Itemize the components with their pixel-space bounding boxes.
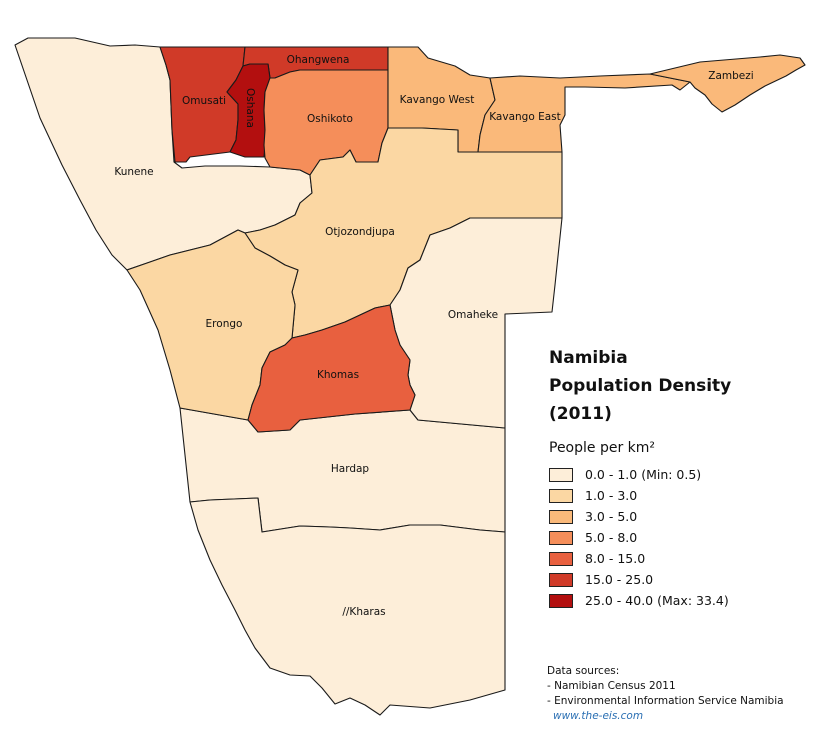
legend-item: 15.0 - 25.0 <box>549 569 819 590</box>
legend-item: 1.0 - 3.0 <box>549 485 819 506</box>
label-ohangwena: Ohangwena <box>287 54 350 66</box>
legend: People per km² 0.0 - 1.0 (Min: 0.5) 1.0 … <box>549 440 819 611</box>
label-oshana: Oshana <box>244 88 256 128</box>
label-oshikoto: Oshikoto <box>307 113 353 125</box>
map-title-line: Population Density <box>549 376 732 396</box>
legend-label: 25.0 - 40.0 (Max: 33.4) <box>585 593 729 608</box>
legend-swatch <box>549 593 573 608</box>
label-otjozondjupa: Otjozondjupa <box>325 226 395 238</box>
data-sources: Data sources: - Namibian Census 2011 - E… <box>547 664 827 724</box>
legend-item: 5.0 - 8.0 <box>549 527 819 548</box>
label-kharas: //Kharas <box>342 606 385 618</box>
label-erongo: Erongo <box>206 318 243 330</box>
region-khomas[interactable] <box>247 304 416 433</box>
legend-swatch <box>549 530 573 545</box>
region-erongo[interactable] <box>126 229 299 421</box>
source-line: - Environmental Information Service Nami… <box>547 695 784 707</box>
legend-label: 15.0 - 25.0 <box>585 572 654 587</box>
label-hardap: Hardap <box>331 463 370 475</box>
legend-item: 8.0 - 15.0 <box>549 548 819 569</box>
legend-title: People per km² <box>549 440 656 456</box>
region-kavango-east[interactable] <box>477 73 691 153</box>
label-kavango-west: Kavango West <box>400 94 475 106</box>
region-kharas[interactable] <box>189 497 506 716</box>
sources-heading: Data sources: <box>547 665 620 677</box>
source-url-link[interactable]: www.the-eis.com <box>553 710 644 722</box>
legend-label: 0.0 - 1.0 (Min: 0.5) <box>585 467 702 482</box>
label-omaheke: Omaheke <box>448 309 498 321</box>
legend-label: 1.0 - 3.0 <box>585 488 638 503</box>
legend-label: 5.0 - 8.0 <box>585 530 638 545</box>
map-title-line: (2011) <box>549 404 612 424</box>
legend-label: 8.0 - 15.0 <box>585 551 646 566</box>
legend-label: 3.0 - 5.0 <box>585 509 638 524</box>
legend-item: 25.0 - 40.0 (Max: 33.4) <box>549 590 819 611</box>
label-zambezi: Zambezi <box>708 70 753 82</box>
legend-swatch <box>549 509 573 524</box>
map-title: Namibia Population Density (2011) <box>549 344 809 428</box>
label-kavango-east: Kavango East <box>489 111 561 123</box>
label-kunene: Kunene <box>114 166 153 178</box>
region-oshana[interactable] <box>226 63 271 158</box>
legend-item: 0.0 - 1.0 (Min: 0.5) <box>549 464 819 485</box>
region-zambezi[interactable] <box>649 54 806 113</box>
legend-swatch <box>549 488 573 503</box>
source-line: - Namibian Census 2011 <box>547 680 676 692</box>
legend-swatch <box>549 572 573 587</box>
legend-item: 3.0 - 5.0 <box>549 506 819 527</box>
legend-swatch <box>549 467 573 482</box>
map-title-line: Namibia <box>549 348 628 368</box>
label-omusati: Omusati <box>182 95 226 107</box>
label-khomas: Khomas <box>317 369 359 381</box>
legend-swatch <box>549 551 573 566</box>
